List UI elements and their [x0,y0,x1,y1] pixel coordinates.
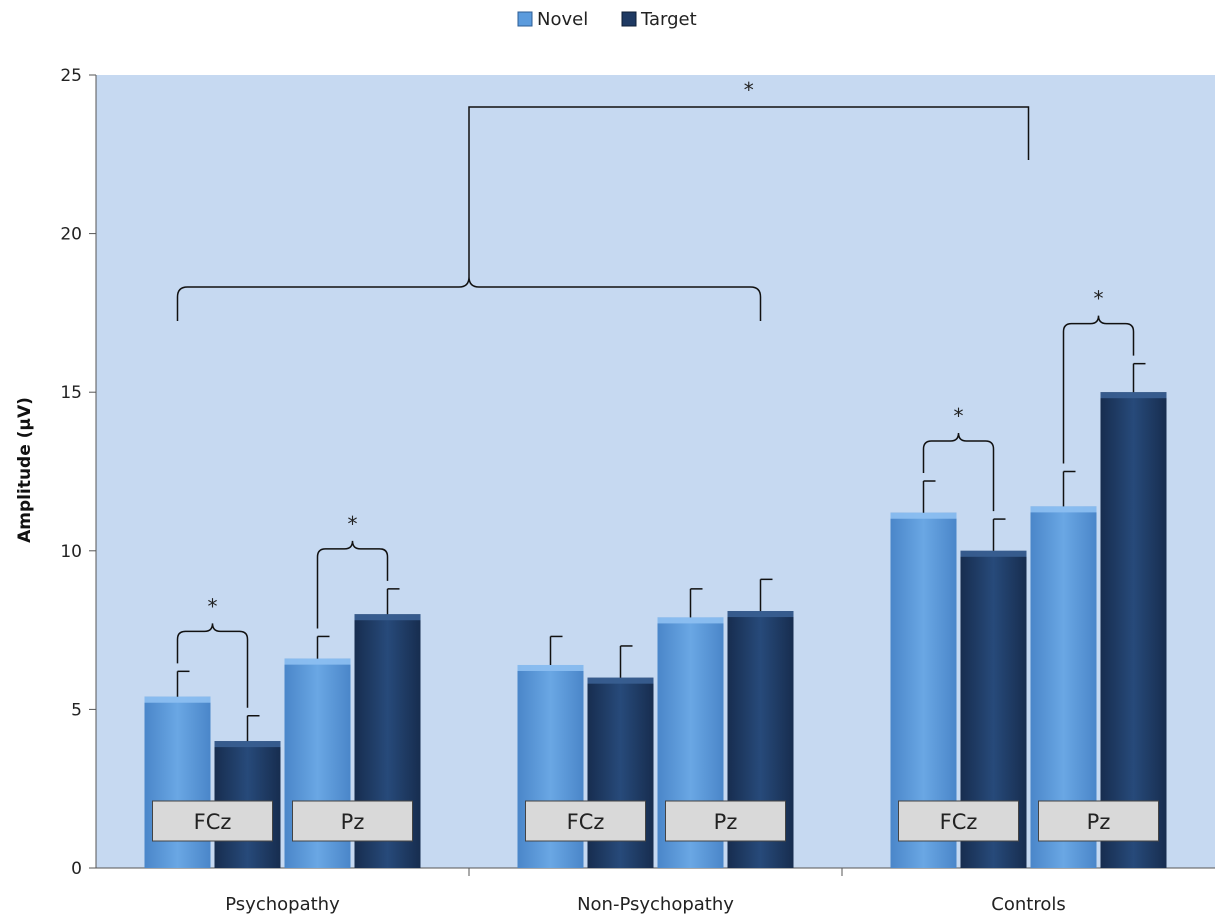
bar-novel [144,696,211,868]
significance-star: * [954,404,964,428]
legend-swatch-novel [517,11,533,27]
bar-target [1100,392,1167,868]
category-label: Controls [991,894,1065,914]
electrode-label: Pz [341,810,365,834]
electrode-labels: FCz Pz FCz Pz FCz Pz [152,800,1159,842]
bar-top-target [1100,392,1167,399]
y-tick-label: 0 [71,859,82,879]
top-bracket [468,106,1030,277]
electrode-box [292,800,413,842]
significance-annotations: * * * * * [176,78,1135,708]
electrode-label: FCz [940,810,978,834]
significance-star: * [208,594,218,618]
axes: 0 5 10 15 20 25 Psychopathy Non-Psychopathy Cont… [60,66,1215,914]
electrode-box [1038,800,1159,842]
bar-top-target [960,550,1027,557]
bar-top-novel [1030,506,1097,513]
y-tick-label: 25 [60,66,82,86]
electrode-label: Pz [1087,810,1111,834]
bar-top-target [587,677,654,684]
bar-top-novel [657,617,724,624]
y-tick-label: 15 [60,383,82,403]
significance-star: * [744,78,754,102]
legend-label-novel: Novel [537,9,588,30]
plot-area [96,75,1215,868]
pair-bracket [922,432,995,512]
category-label: Psychopathy [225,894,340,914]
electrode-box [665,800,786,842]
bar-top-novel [890,512,957,519]
electrode-box [525,800,646,842]
y-axis-label: Amplitude (μV) [15,397,35,543]
legend: Novel Target [517,9,697,30]
pair-bracket [176,623,249,708]
bar-top-target [727,611,794,618]
category-label: Non-Psychopathy [577,894,734,914]
bar-top-target [354,614,421,621]
bar-top-novel [284,658,351,665]
y-tick-label: 5 [71,700,82,720]
electrode-box [898,800,1019,842]
pair-bracket [1062,315,1135,464]
bar-top-target [214,741,281,748]
legend-swatch-target [621,11,637,27]
pair-bracket [316,540,389,629]
bar-top-novel [144,696,211,703]
legend-label-target: Target [640,9,697,30]
electrode-box [152,800,273,842]
y-tick-label: 10 [60,542,82,562]
significance-star: * [348,512,358,536]
electrode-label: Pz [714,810,738,834]
electrode-label: FCz [567,810,605,834]
significance-star: * [1094,287,1104,311]
electrode-label: FCz [194,810,232,834]
y-tick-label: 20 [60,225,82,245]
bar-top-novel [517,664,584,671]
